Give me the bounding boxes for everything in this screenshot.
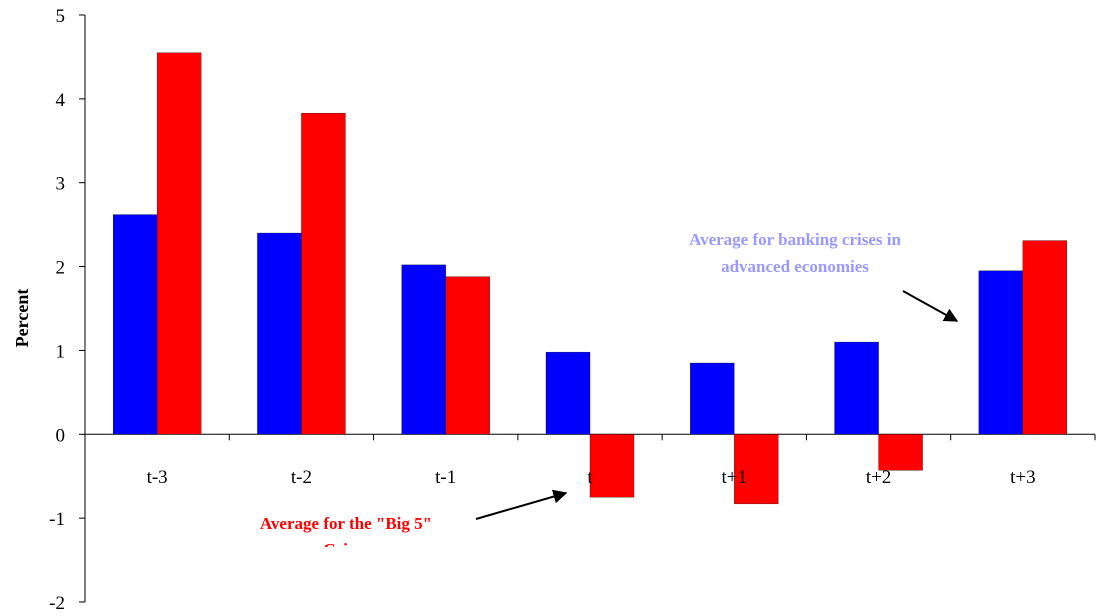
y-axis: -2 -1 0 1 2 3 4 5	[49, 6, 86, 614]
y-tick-label: 3	[56, 174, 66, 195]
annotation-red: Average for the "Big 5" Crises	[260, 489, 568, 559]
x-tick-labels: t-3 t-2 t-1 t t+1 t+2 t+3	[147, 467, 1036, 488]
y-tick-label: 2	[56, 258, 66, 279]
x-tick-label: t	[587, 467, 593, 488]
bar-red	[1022, 240, 1068, 435]
bar-red	[445, 276, 490, 435]
x-tick-label: t+1	[722, 467, 748, 488]
bar-blue	[257, 232, 302, 435]
y-tick-label: 0	[56, 425, 66, 446]
bars	[112, 52, 1068, 505]
x-tick-label: t-1	[435, 467, 456, 488]
x-tick-label: t-3	[147, 467, 168, 488]
annotation-blue-line-1: Average for banking crises in	[689, 230, 901, 249]
annotation-blue: Average for banking crises in advanced e…	[689, 230, 959, 322]
y-tick-label: -2	[49, 593, 65, 614]
bar-blue	[401, 264, 446, 435]
bar-blue	[545, 351, 591, 435]
bar-blue	[112, 214, 158, 435]
bar-red	[156, 52, 202, 435]
y-tick-label: 1	[56, 341, 66, 362]
annotation-red-clip: Average for the "Big 5" Crises	[260, 514, 432, 559]
annotation-blue-line-2: advanced economies	[721, 257, 869, 276]
y-tick-label: 5	[56, 6, 66, 27]
bar-red	[301, 112, 346, 435]
bar-blue	[690, 362, 735, 435]
x-tick-label: t+2	[866, 467, 892, 488]
annotation-red-arrow	[475, 489, 568, 520]
annotation-red-line-2: Crises	[323, 540, 369, 559]
y-tick-label: -1	[49, 509, 65, 530]
bar-red	[878, 434, 923, 471]
bar-blue	[834, 341, 879, 435]
annotation-red-line-1: Average for the "Big 5"	[260, 514, 432, 533]
bar-blue	[978, 270, 1024, 435]
bar-red	[734, 434, 779, 505]
bar-red	[589, 434, 635, 498]
x-tick-label: t+3	[1010, 467, 1036, 488]
y-axis-label: Percent	[12, 289, 32, 348]
y-tick-label: 4	[56, 90, 66, 111]
x-tick-label: t-2	[291, 467, 312, 488]
annotation-blue-arrow	[902, 290, 959, 322]
